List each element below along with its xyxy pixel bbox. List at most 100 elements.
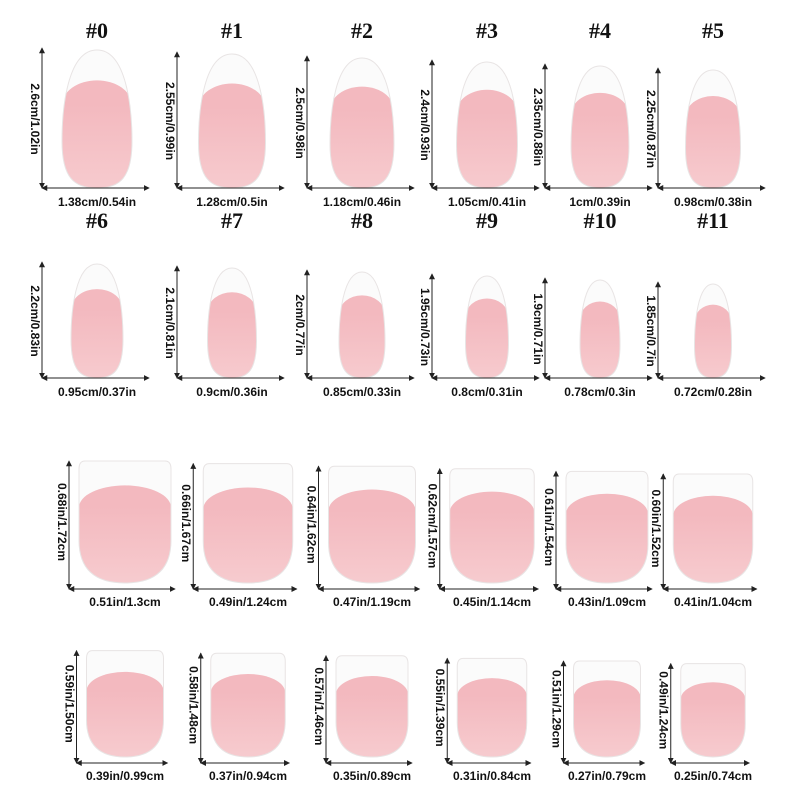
nail-outline (672, 473, 754, 584)
height-label: 0.55in/1.39cm (433, 669, 447, 747)
nail-outline (456, 657, 528, 758)
width-label: 0.43in/1.09cm (568, 595, 646, 609)
nail (464, 275, 510, 379)
size-number: #3 (476, 18, 498, 43)
height-label: 0.62cm/1.57cm (426, 484, 440, 569)
nail-bed (328, 510, 416, 583)
height-label: 2.2cm/0.83in (28, 285, 42, 356)
nail (680, 663, 746, 758)
width-label: 0.31in/0.84cm (453, 769, 531, 783)
nail-bed (339, 314, 385, 378)
nail-outline (680, 663, 746, 758)
nail-bed (203, 508, 293, 583)
height-label: 0.61in/1.54cm (542, 488, 556, 566)
nail-bed (330, 110, 394, 188)
nail-inner (449, 468, 535, 583)
nail-inner (86, 650, 164, 757)
height-label: 2cm/0.77in (293, 294, 307, 355)
height-label: 2.25cm/0.87in (644, 90, 658, 168)
height-label: 2.35cm/0.88in (531, 88, 545, 166)
nail (456, 657, 528, 758)
height-label: 0.66in/1.67cm (179, 484, 193, 562)
height-label: 1.85cm/0.7in (644, 295, 658, 366)
height-label: 0.58in/1.48cm (187, 666, 201, 744)
width-label: 0.8cm/0.31in (451, 385, 522, 399)
nail-inner (328, 466, 416, 583)
width-label: 0.47in/1.19cm (333, 595, 411, 609)
nail-bed (336, 694, 408, 757)
width-label: 1.18cm/0.46in (323, 195, 401, 209)
nail-inner (71, 264, 123, 378)
height-label: 0.49in/1.24cm (657, 671, 671, 749)
width-label: 1.28cm/0.5in (196, 195, 267, 209)
size-number: #8 (351, 208, 373, 233)
width-label: 0.41in/1.04cm (674, 595, 752, 609)
nail-inner (571, 66, 629, 188)
width-label: 0.25in/0.74cm (674, 769, 752, 783)
nail (693, 283, 733, 379)
nail-bed (86, 691, 164, 757)
width-label: 0.35in/0.89cm (333, 769, 411, 783)
nail (78, 460, 172, 584)
nail (449, 468, 535, 584)
width-label: 1.05cm/0.41in (448, 195, 526, 209)
nail-inner (456, 62, 518, 188)
nail-outline (449, 468, 535, 584)
nail (202, 463, 294, 584)
nail-inner (680, 663, 746, 757)
nail (338, 271, 386, 379)
height-label: 0.51in/1.29cm (549, 670, 563, 748)
nail-inner (573, 661, 641, 757)
nail-outline (86, 650, 164, 758)
size-number: #1 (221, 18, 243, 43)
width-label: 0.49in/1.24cm (209, 595, 287, 609)
nail-inner (566, 471, 648, 583)
nail-outline (335, 655, 409, 758)
nail (335, 655, 409, 758)
size-number: #9 (476, 208, 498, 233)
nail-bed (210, 692, 286, 757)
nail-bed (71, 309, 123, 378)
height-label: 0.60in/1.52cm (649, 489, 663, 567)
width-label: 1.38cm/0.54in (58, 195, 136, 209)
size-number: #6 (86, 208, 108, 233)
nail (455, 61, 519, 189)
nail-inner (207, 268, 257, 378)
nail-inner (457, 658, 527, 757)
width-label: 1cm/0.39in (569, 195, 630, 209)
nail-inner (673, 474, 753, 583)
height-label: 0.68in/1.72cm (55, 483, 69, 561)
nail (197, 53, 267, 189)
nail (579, 279, 621, 379)
nail-inner (685, 70, 741, 188)
size-number: #4 (589, 18, 611, 43)
nail-inner (580, 280, 620, 378)
nail-bed (198, 107, 266, 188)
nail-inner (330, 58, 394, 188)
size-number: #11 (697, 208, 729, 233)
nail-outline (565, 470, 649, 584)
width-label: 0.51in/1.3cm (89, 595, 160, 609)
height-label: 0.64in/1.62cm (304, 486, 318, 564)
nail (86, 650, 164, 758)
nail (684, 69, 742, 189)
nail (61, 49, 133, 189)
nail-bed (62, 105, 132, 188)
nail-bed (207, 312, 257, 378)
width-label: 0.98cm/0.38in (674, 195, 752, 209)
nail-bed (680, 699, 746, 757)
width-label: 0.27in/0.79cm (568, 769, 646, 783)
size-number: #5 (702, 18, 724, 43)
nail-inner (210, 653, 286, 757)
nail-bed (673, 515, 753, 583)
width-label: 0.45in/1.14cm (453, 595, 531, 609)
size-number: #7 (221, 208, 243, 233)
nail-inner (79, 461, 171, 583)
nail-outline (210, 652, 286, 758)
nail-inner (339, 272, 385, 378)
nail (329, 57, 395, 189)
width-label: 0.72cm/0.28in (674, 385, 752, 399)
height-label: 0.59in/1.50cm (62, 665, 76, 743)
height-label: 2.1cm/0.81in (163, 287, 177, 358)
